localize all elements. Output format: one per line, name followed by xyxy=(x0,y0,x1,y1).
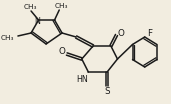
Text: CH₃: CH₃ xyxy=(54,3,68,9)
Text: CH₃: CH₃ xyxy=(1,35,14,41)
Text: F: F xyxy=(147,28,152,38)
Text: N: N xyxy=(35,17,41,25)
Text: O: O xyxy=(59,46,65,56)
Text: O: O xyxy=(118,28,125,38)
Text: CH₃: CH₃ xyxy=(23,4,37,10)
Text: S: S xyxy=(104,87,110,97)
Text: HN: HN xyxy=(76,74,88,84)
